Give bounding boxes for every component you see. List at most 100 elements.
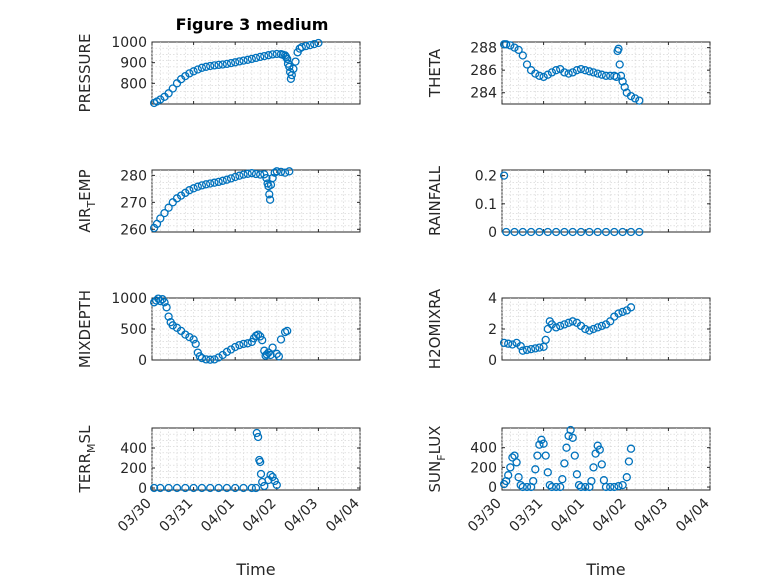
data-point bbox=[597, 70, 606, 79]
data-point bbox=[587, 476, 596, 486]
y-axis-label: MIXDEPTH bbox=[76, 290, 94, 368]
y-tick-label: 288 bbox=[470, 41, 497, 57]
data-point bbox=[626, 91, 636, 101]
data-point bbox=[572, 66, 582, 75]
y-axis-label-part: SL bbox=[76, 425, 94, 444]
data-point bbox=[195, 352, 204, 361]
data-point bbox=[556, 482, 565, 492]
y-axis-label-part: MIXDEPTH bbox=[76, 290, 94, 368]
data-point bbox=[265, 195, 275, 204]
data-point bbox=[541, 335, 550, 345]
data-point bbox=[601, 482, 611, 492]
data-point bbox=[214, 60, 223, 70]
data-point bbox=[226, 345, 236, 354]
data-point bbox=[206, 483, 215, 493]
data-point bbox=[558, 475, 567, 484]
x-axis-label: Time bbox=[585, 560, 625, 579]
data-point bbox=[268, 343, 277, 352]
data-point bbox=[274, 352, 284, 361]
data-point bbox=[231, 483, 240, 493]
data-point bbox=[576, 227, 586, 237]
data-point bbox=[231, 58, 240, 67]
y-axis-label-part: TERR bbox=[76, 453, 94, 494]
data-point bbox=[301, 41, 311, 51]
data-point bbox=[231, 172, 240, 182]
data-point bbox=[256, 170, 265, 179]
data-point bbox=[272, 167, 281, 176]
data-point bbox=[310, 39, 319, 49]
data-point bbox=[535, 227, 544, 237]
data-point bbox=[566, 425, 575, 435]
y-axis-label: THETA bbox=[426, 48, 444, 98]
data-point bbox=[514, 473, 523, 482]
data-point bbox=[272, 49, 281, 59]
data-point bbox=[218, 176, 227, 185]
data-point bbox=[526, 344, 536, 354]
data-point bbox=[156, 483, 165, 493]
data-point bbox=[585, 227, 594, 237]
data-point bbox=[597, 321, 606, 331]
data-point bbox=[601, 71, 611, 80]
y-axis-label-part: H2OMIXRA bbox=[426, 288, 444, 369]
data-point bbox=[581, 482, 590, 492]
data-point bbox=[593, 69, 602, 78]
data-point bbox=[289, 64, 298, 74]
x-tick-label: 04/03 bbox=[281, 496, 321, 536]
data-point bbox=[247, 483, 256, 493]
data-point bbox=[610, 227, 619, 237]
data-point bbox=[239, 170, 248, 179]
data-point bbox=[518, 51, 527, 60]
data-point bbox=[593, 323, 602, 332]
data-point bbox=[210, 178, 219, 187]
data-point bbox=[243, 339, 252, 348]
data-point bbox=[618, 307, 627, 317]
y-tick-label: 260 bbox=[120, 222, 147, 238]
data-point bbox=[210, 61, 219, 70]
data-point bbox=[568, 317, 577, 326]
data-point bbox=[197, 181, 207, 190]
y-tick-label: 286 bbox=[470, 63, 497, 79]
x-axis-label: Time bbox=[235, 560, 275, 579]
data-point bbox=[305, 40, 315, 50]
data-point bbox=[251, 169, 261, 179]
data-point bbox=[626, 227, 636, 237]
y-tick-label: 284 bbox=[470, 86, 497, 102]
y-axis-label-part: AIR bbox=[76, 208, 94, 233]
y-axis-label: SUNFLUX bbox=[426, 426, 448, 493]
data-point bbox=[606, 482, 615, 492]
data-point bbox=[531, 465, 540, 474]
data-point bbox=[253, 432, 263, 442]
data-point bbox=[585, 326, 594, 335]
data-point bbox=[214, 353, 223, 362]
data-point bbox=[160, 298, 169, 307]
y-axis-label: PRESSURE bbox=[76, 34, 94, 113]
data-point bbox=[610, 482, 619, 492]
data-point bbox=[516, 341, 525, 351]
y-tick-label: 270 bbox=[120, 195, 147, 211]
data-point bbox=[270, 476, 279, 486]
x-tick-label: 04/02 bbox=[590, 496, 630, 536]
y-tick-label: 0.2 bbox=[475, 169, 497, 185]
y-tick-label: 0 bbox=[138, 353, 147, 369]
y-tick-label: 200 bbox=[120, 461, 147, 477]
subplot-rainfall: 0 0.1 0.2 RAINFALL bbox=[426, 165, 711, 241]
y-axis-label: H2OMIXRA bbox=[426, 288, 444, 369]
data-point bbox=[518, 227, 527, 237]
data-point bbox=[189, 184, 198, 193]
y-axis-label-part: LUX bbox=[426, 426, 444, 455]
data-point bbox=[243, 169, 252, 178]
data-point bbox=[264, 51, 273, 60]
data-point bbox=[272, 349, 281, 358]
data-point bbox=[529, 476, 538, 486]
data-point bbox=[268, 173, 277, 183]
data-point bbox=[239, 339, 248, 349]
data-point bbox=[239, 483, 248, 493]
data-point bbox=[614, 481, 623, 491]
subplot-terr_msl: 0 200 400 TERRMSL 03/30 03/31 04/01 04/02 04/03 0… bbox=[76, 425, 363, 579]
data-point bbox=[560, 227, 569, 237]
data-point bbox=[606, 317, 615, 326]
y-tick-label: 0 bbox=[488, 225, 497, 241]
data-point bbox=[512, 458, 521, 467]
axes-box bbox=[501, 169, 711, 233]
